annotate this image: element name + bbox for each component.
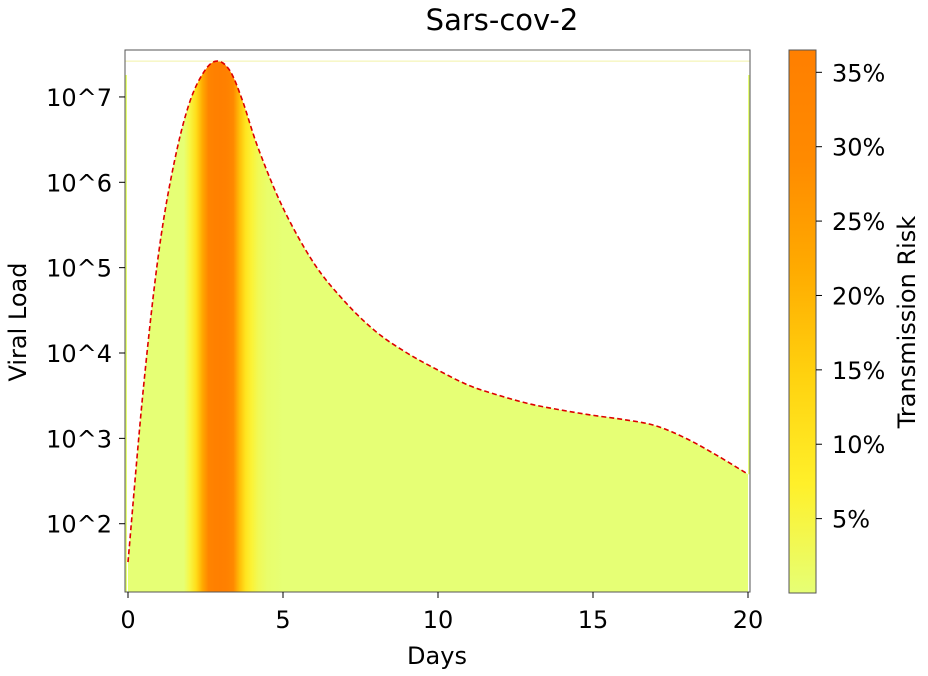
risk-fill-area: [128, 61, 748, 592]
y-axis-label: Viral Load: [4, 262, 32, 381]
y-tick-label: 10^3: [46, 425, 112, 453]
colorbar-tick-label: 5%: [832, 506, 870, 534]
y-tick-label: 10^4: [46, 340, 112, 368]
x-tick-label: 10: [423, 606, 454, 634]
colorbar-label: Transmission Risk: [893, 216, 921, 430]
x-axis: 0 5 10 15 20: [120, 592, 763, 634]
colorbar-tick-label: 30%: [832, 134, 885, 162]
y-tick-label: 10^5: [46, 255, 112, 283]
x-tick-label: 20: [733, 606, 764, 634]
colorbar-tick-label: 15%: [832, 357, 885, 385]
colorbar-ticks: 5% 10% 15% 20% 25% 30% 35%: [816, 59, 885, 534]
colorbar-bar: [788, 49, 817, 594]
x-tick-label: 0: [120, 606, 135, 634]
plot-area: [124, 49, 751, 593]
chart-title: Sars-cov-2: [426, 3, 579, 37]
x-tick-label: 15: [578, 606, 609, 634]
viral-load-curve: [127, 60, 749, 563]
x-axis-label: Days: [407, 642, 467, 670]
colorbar: 5% 10% 15% 20% 25% 30% 35% Transmission Risk: [788, 49, 921, 594]
colorbar-tick-label: 25%: [832, 208, 885, 236]
colorbar-tick-label: 35%: [832, 59, 885, 87]
x-tick-label: 5: [275, 606, 290, 634]
y-axis: 10^2 10^3 10^4 10^5 10^6 10^7: [46, 84, 125, 539]
colorbar-tick-label: 20%: [832, 282, 885, 310]
colorbar-tick-label: 10%: [832, 431, 885, 459]
y-tick-label: 10^7: [46, 84, 112, 112]
y-tick-label: 10^2: [46, 511, 112, 539]
y-tick-label: 10^6: [46, 169, 112, 197]
